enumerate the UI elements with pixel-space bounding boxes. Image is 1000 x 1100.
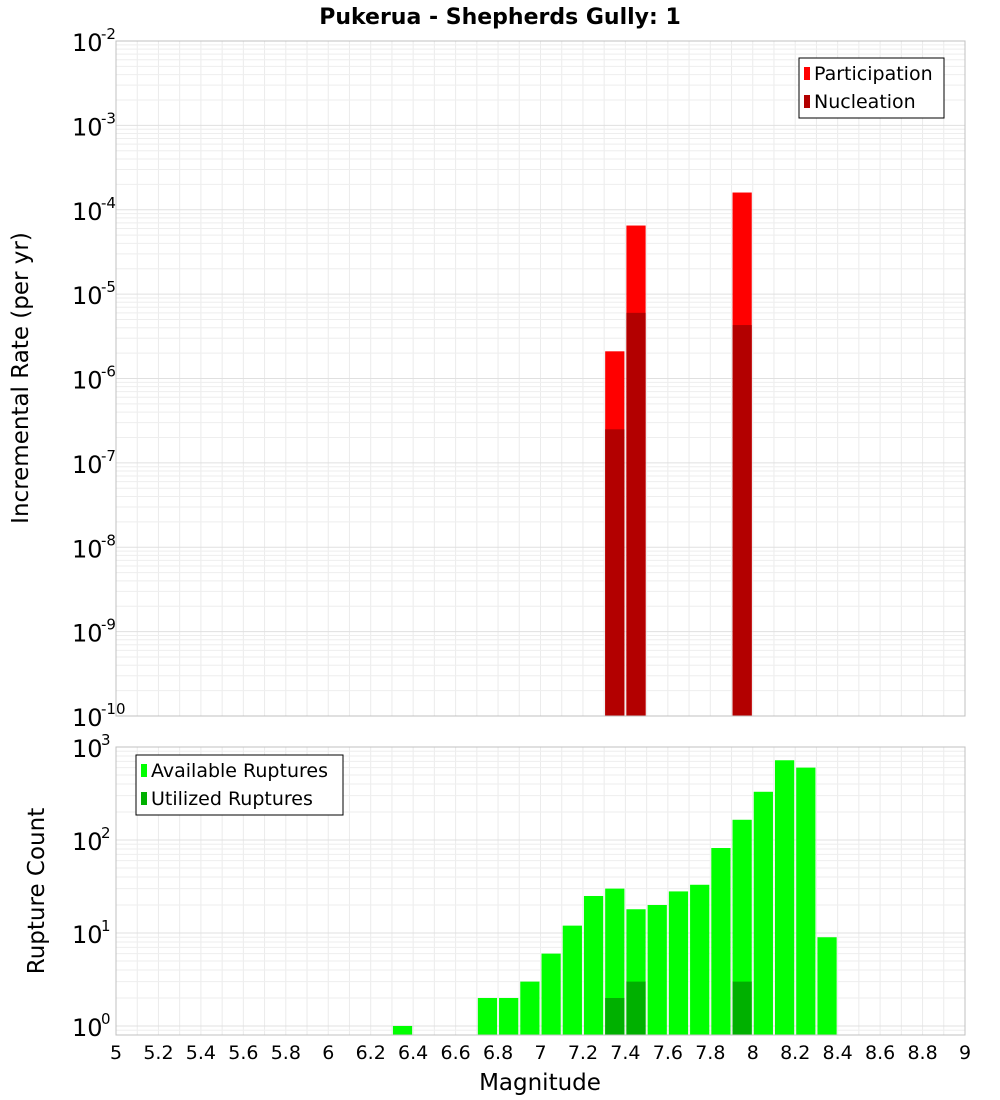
top-y-tick-exponent: -6 <box>101 363 116 381</box>
bottom-bar-utilized-ruptures <box>605 997 625 1035</box>
bottom-legend-box <box>135 754 344 816</box>
top-plot-border <box>115 40 966 717</box>
bottom-y-tick-exponent: 2 <box>101 824 111 842</box>
bottom-legend-swatch <box>141 764 147 777</box>
x-tick-label: 6 <box>322 1042 334 1064</box>
top-bars <box>605 192 752 717</box>
x-tick-label: 5 <box>110 1042 122 1064</box>
x-tick-label: 5.2 <box>143 1042 173 1064</box>
top-legend-box <box>798 57 945 119</box>
top-y-tick-label: 10 <box>72 451 103 479</box>
top-legend-swatch <box>804 67 810 80</box>
bottom-bars <box>392 760 837 1035</box>
x-tick-label: 5.8 <box>271 1042 301 1064</box>
chart-title: Pukerua - Shepherds Gully: 1 <box>319 5 681 30</box>
bottom-y-axis-label: Rupture Count <box>24 808 50 974</box>
top-y-tick-exponent: -5 <box>101 278 116 296</box>
top-grid <box>115 40 966 717</box>
x-tick-label: 5.6 <box>228 1042 258 1064</box>
top-legend-label: Participation <box>814 63 933 85</box>
x-tick-label: 6.8 <box>483 1042 513 1064</box>
top-y-tick-label: 10 <box>72 535 103 563</box>
bottom-bar-available-ruptures <box>711 848 731 1035</box>
bottom-y-tick-label: 10 <box>72 921 103 949</box>
top-y-tick-exponent: -8 <box>101 531 116 549</box>
bottom-y-tick-exponent: 1 <box>101 917 111 935</box>
top-y-tick-label: 10 <box>72 620 103 648</box>
x-tick-label: 7 <box>534 1042 546 1064</box>
top-legend-swatch <box>804 95 810 108</box>
top-y-tick-exponent: -4 <box>101 194 116 212</box>
bottom-bar-utilized-ruptures <box>732 981 752 1035</box>
x-tick-label: 8 <box>747 1042 759 1064</box>
bottom-bar-available-ruptures <box>392 1025 413 1035</box>
x-tick-label: 9 <box>959 1042 971 1064</box>
bottom-y-tick-exponent: 3 <box>101 731 111 749</box>
top-y-tick-exponent: -7 <box>101 447 116 465</box>
bottom-plot-border <box>115 746 966 1036</box>
bottom-bar-available-ruptures <box>477 997 498 1035</box>
x-tick-label: 6.2 <box>356 1042 386 1064</box>
bottom-bar-available-ruptures <box>541 953 561 1035</box>
bottom-bar-available-ruptures <box>690 884 710 1035</box>
bottom-legend-label: Available Ruptures <box>151 760 328 782</box>
x-axis-label: Magnitude <box>479 1070 601 1096</box>
bottom-bar-available-ruptures <box>647 904 667 1035</box>
top-bar-nucleation <box>626 312 646 716</box>
bottom-y-tick-label: 10 <box>72 828 103 856</box>
top-legend-label: Nucleation <box>814 91 916 113</box>
bottom-bar-available-ruptures <box>753 791 773 1035</box>
x-tick-label: 7.2 <box>568 1042 598 1064</box>
bottom-bar-available-ruptures <box>732 819 752 1035</box>
bottom-bar-available-ruptures <box>668 891 689 1035</box>
x-tick-label: 5.4 <box>186 1042 216 1064</box>
top-bar-nucleation <box>605 429 625 716</box>
top-y-tick-exponent: -9 <box>101 616 116 634</box>
top-y-tick-label: 10 <box>72 282 103 310</box>
x-tick-label: 8.4 <box>823 1042 853 1064</box>
top-y-tick-label: 10 <box>72 367 103 395</box>
top-y-tick-label: 10 <box>72 198 103 226</box>
bottom-bar-available-ruptures <box>562 925 582 1035</box>
top-y-tick-exponent: -3 <box>101 109 116 127</box>
top-y-axis-label: Incremental Rate (per yr) <box>8 232 34 524</box>
bottom-y-tick-label: 10 <box>72 735 103 763</box>
bottom-bar-available-ruptures <box>817 937 837 1035</box>
bottom-bar-available-ruptures <box>583 895 604 1035</box>
x-tick-label: 7.6 <box>653 1042 683 1064</box>
x-tick-label: 8.2 <box>780 1042 810 1064</box>
bottom-bar-available-ruptures <box>520 981 540 1035</box>
bottom-bar-available-ruptures <box>499 997 519 1035</box>
x-tick-label: 8.6 <box>865 1042 895 1064</box>
x-tick-label: 7.4 <box>610 1042 640 1064</box>
bottom-bar-available-ruptures <box>796 767 816 1035</box>
top-bar-nucleation <box>732 325 752 716</box>
top-y-tick-exponent: -2 <box>101 25 116 43</box>
bottom-y-tick-label: 10 <box>72 1014 103 1042</box>
bottom-bar-utilized-ruptures <box>626 981 646 1035</box>
bottom-y-tick-exponent: 0 <box>101 1010 111 1028</box>
top-y-tick-exponent: -10 <box>101 700 126 718</box>
bottom-legend: Available Ruptures Utilized Ruptures <box>135 754 344 816</box>
top-legend: Participation Nucleation <box>798 57 945 119</box>
bottom-legend-label: Utilized Ruptures <box>151 788 313 810</box>
top-y-tick-label: 10 <box>72 704 103 732</box>
bottom-legend-swatch <box>141 792 147 805</box>
x-tick-label: 7.8 <box>695 1042 725 1064</box>
top-y-tick-label: 10 <box>72 29 103 57</box>
x-tick-label: 6.4 <box>398 1042 428 1064</box>
x-tick-label: 8.8 <box>907 1042 937 1064</box>
x-tick-label: 6.6 <box>440 1042 470 1064</box>
top-y-tick-label: 10 <box>72 113 103 141</box>
x-ticks: 5 5.2 5.4 5.6 5.8 6 6.2 6.4 6.6 6.8 7 7.2 7.4 7.6 7.8 8… <box>110 1042 971 1064</box>
bottom-bar-available-ruptures <box>774 760 795 1035</box>
